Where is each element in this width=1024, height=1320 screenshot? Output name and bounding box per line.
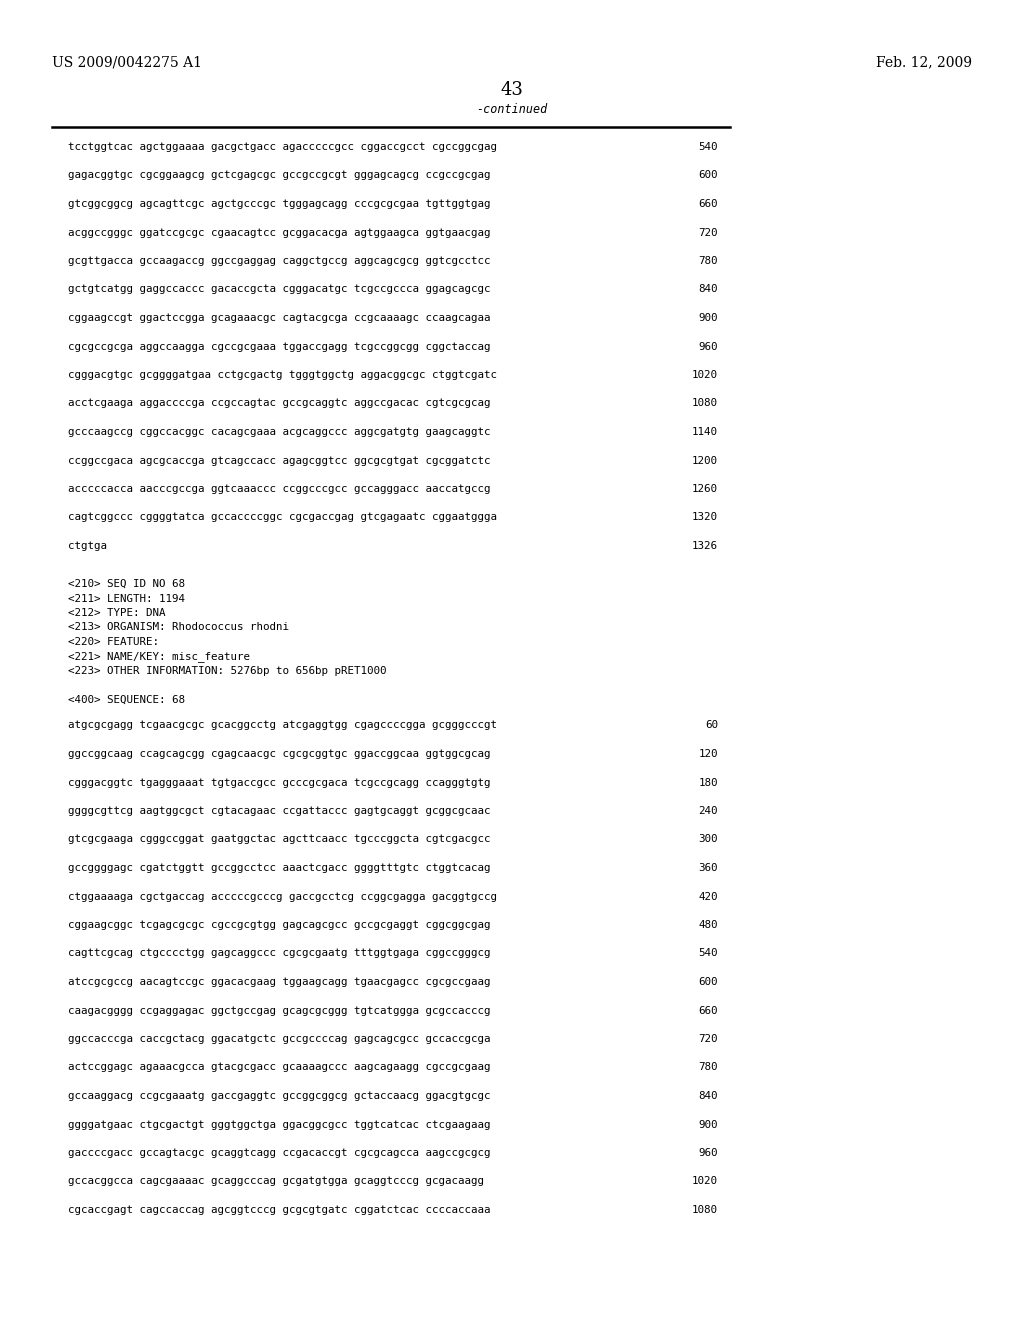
Text: 720: 720: [698, 227, 718, 238]
Text: 1320: 1320: [692, 512, 718, 523]
Text: 660: 660: [698, 199, 718, 209]
Text: -continued: -continued: [476, 103, 548, 116]
Text: 480: 480: [698, 920, 718, 931]
Text: cggaagccgt ggactccgga gcagaaacgc cagtacgcga ccgcaaaagc ccaagcagaa: cggaagccgt ggactccgga gcagaaacgc cagtacg…: [68, 313, 490, 323]
Text: <223> OTHER INFORMATION: 5276bp to 656bp pRET1000: <223> OTHER INFORMATION: 5276bp to 656bp…: [68, 667, 386, 676]
Text: 840: 840: [698, 285, 718, 294]
Text: 120: 120: [698, 748, 718, 759]
Text: gccaaggacg ccgcgaaatg gaccgaggtc gccggcggcg gctaccaacg ggacgtgcgc: gccaaggacg ccgcgaaatg gaccgaggtc gccggcg…: [68, 1092, 490, 1101]
Text: <211> LENGTH: 1194: <211> LENGTH: 1194: [68, 594, 185, 603]
Text: acggccgggc ggatccgcgc cgaacagtcc gcggacacga agtggaagca ggtgaacgag: acggccgggc ggatccgcgc cgaacagtcc gcggaca…: [68, 227, 490, 238]
Text: actccggagc agaaacgcca gtacgcgacc gcaaaagccc aagcagaagg cgccgcgaag: actccggagc agaaacgcca gtacgcgacc gcaaaag…: [68, 1063, 490, 1072]
Text: ggccggcaag ccagcagcgg cgagcaacgc cgcgcggtgc ggaccggcaa ggtggcgcag: ggccggcaag ccagcagcgg cgagcaacgc cgcgcgg…: [68, 748, 490, 759]
Text: ccggccgaca agcgcaccga gtcagccacc agagcggtcc ggcgcgtgat cgcggatctc: ccggccgaca agcgcaccga gtcagccacc agagcgg…: [68, 455, 490, 466]
Text: 720: 720: [698, 1034, 718, 1044]
Text: ggggatgaac ctgcgactgt gggtggctga ggacggcgcc tggtcatcac ctcgaagaag: ggggatgaac ctgcgactgt gggtggctga ggacggc…: [68, 1119, 490, 1130]
Text: tcctggtcac agctggaaaa gacgctgacc agacccccgcc cggaccgcct cgccggcgag: tcctggtcac agctggaaaa gacgctgacc agacccc…: [68, 143, 497, 152]
Text: ggggcgttcg aagtggcgct cgtacagaac ccgattaccc gagtgcaggt gcggcgcaac: ggggcgttcg aagtggcgct cgtacagaac ccgatta…: [68, 807, 490, 816]
Text: 1080: 1080: [692, 1205, 718, 1214]
Text: <212> TYPE: DNA: <212> TYPE: DNA: [68, 609, 166, 618]
Text: 600: 600: [698, 170, 718, 181]
Text: <213> ORGANISM: Rhodococcus rhodni: <213> ORGANISM: Rhodococcus rhodni: [68, 623, 289, 632]
Text: cgcaccgagt cagccaccag agcggtcccg gcgcgtgatc cggatctcac ccccaccaaa: cgcaccgagt cagccaccag agcggtcccg gcgcgtg…: [68, 1205, 490, 1214]
Text: cagtcggccc cggggtatca gccaccccggc cgcgaccgag gtcgagaatc cggaatggga: cagtcggccc cggggtatca gccaccccggc cgcgac…: [68, 512, 497, 523]
Text: cggaagcggc tcgagcgcgc cgccgcgtgg gagcagcgcc gccgcgaggt cggcggcgag: cggaagcggc tcgagcgcgc cgccgcgtgg gagcagc…: [68, 920, 490, 931]
Text: gcccaagccg cggccacggc cacagcgaaa acgcaggccc aggcgatgtg gaagcaggtc: gcccaagccg cggccacggc cacagcgaaa acgcagg…: [68, 426, 490, 437]
Text: <221> NAME/KEY: misc_feature: <221> NAME/KEY: misc_feature: [68, 652, 250, 663]
Text: 43: 43: [501, 81, 523, 99]
Text: 240: 240: [698, 807, 718, 816]
Text: 540: 540: [698, 143, 718, 152]
Text: cgcgccgcga aggccaagga cgccgcgaaa tggaccgagg tcgccggcgg cggctaccag: cgcgccgcga aggccaagga cgccgcgaaa tggaccg…: [68, 342, 490, 351]
Text: 300: 300: [698, 834, 718, 845]
Text: 540: 540: [698, 949, 718, 958]
Text: 1326: 1326: [692, 541, 718, 550]
Text: <220> FEATURE:: <220> FEATURE:: [68, 638, 159, 647]
Text: ggccacccga caccgctacg ggacatgctc gccgccccag gagcagcgcc gccaccgcga: ggccacccga caccgctacg ggacatgctc gccgccc…: [68, 1034, 490, 1044]
Text: gccggggagc cgatctggtt gccggcctcc aaactcgacc ggggtttgtc ctggtcacag: gccggggagc cgatctggtt gccggcctcc aaactcg…: [68, 863, 490, 873]
Text: 600: 600: [698, 977, 718, 987]
Text: cgggacggtc tgagggaaat tgtgaccgcc gcccgcgaca tcgccgcagg ccagggtgtg: cgggacggtc tgagggaaat tgtgaccgcc gcccgcg…: [68, 777, 490, 788]
Text: 60: 60: [705, 721, 718, 730]
Text: ctggaaaaga cgctgaccag acccccgcccg gaccgcctcg ccggcgagga gacggtgccg: ctggaaaaga cgctgaccag acccccgcccg gaccgc…: [68, 891, 497, 902]
Text: gtcggcggcg agcagttcgc agctgcccgc tgggagcagg cccgcgcgaa tgttggtgag: gtcggcggcg agcagttcgc agctgcccgc tgggagc…: [68, 199, 490, 209]
Text: US 2009/0042275 A1: US 2009/0042275 A1: [52, 55, 202, 69]
Text: gccacggcca cagcgaaaac gcaggcccag gcgatgtgga gcaggtcccg gcgacaagg: gccacggcca cagcgaaaac gcaggcccag gcgatgt…: [68, 1176, 484, 1187]
Text: 1140: 1140: [692, 426, 718, 437]
Text: caagacgggg ccgaggagac ggctgccgag gcagcgcggg tgtcatggga gcgccacccg: caagacgggg ccgaggagac ggctgccgag gcagcgc…: [68, 1006, 490, 1015]
Text: atccgcgccg aacagtccgc ggacacgaag tggaagcagg tgaacgagcc cgcgccgaag: atccgcgccg aacagtccgc ggacacgaag tggaagc…: [68, 977, 490, 987]
Text: atgcgcgagg tcgaacgcgc gcacggcctg atcgaggtgg cgagccccgga gcgggcccgt: atgcgcgagg tcgaacgcgc gcacggcctg atcgagg…: [68, 721, 497, 730]
Text: 960: 960: [698, 342, 718, 351]
Text: 1260: 1260: [692, 484, 718, 494]
Text: 960: 960: [698, 1148, 718, 1158]
Text: cagttcgcag ctgcccctgg gagcaggccc cgcgcgaatg tttggtgaga cggccgggcg: cagttcgcag ctgcccctgg gagcaggccc cgcgcga…: [68, 949, 490, 958]
Text: gcgttgacca gccaagaccg ggccgaggag caggctgccg aggcagcgcg ggtcgcctcc: gcgttgacca gccaagaccg ggccgaggag caggctg…: [68, 256, 490, 267]
Text: 1080: 1080: [692, 399, 718, 408]
Text: 840: 840: [698, 1092, 718, 1101]
Text: 360: 360: [698, 863, 718, 873]
Text: gctgtcatgg gaggccaccc gacaccgcta cgggacatgc tcgccgccca ggagcagcgc: gctgtcatgg gaggccaccc gacaccgcta cgggaca…: [68, 285, 490, 294]
Text: 1020: 1020: [692, 1176, 718, 1187]
Text: cgggacgtgc gcggggatgaa cctgcgactg tgggtggctg aggacggcgc ctggtcgatc: cgggacgtgc gcggggatgaa cctgcgactg tgggtg…: [68, 370, 497, 380]
Text: 1020: 1020: [692, 370, 718, 380]
Text: <210> SEQ ID NO 68: <210> SEQ ID NO 68: [68, 579, 185, 589]
Text: Feb. 12, 2009: Feb. 12, 2009: [876, 55, 972, 69]
Text: 420: 420: [698, 891, 718, 902]
Text: 1200: 1200: [692, 455, 718, 466]
Text: gagacggtgc cgcggaagcg gctcgagcgc gccgccgcgt gggagcagcg ccgccgcgag: gagacggtgc cgcggaagcg gctcgagcgc gccgccg…: [68, 170, 490, 181]
Text: 180: 180: [698, 777, 718, 788]
Text: ctgtga: ctgtga: [68, 541, 106, 550]
Text: gtcgcgaaga cgggccggat gaatggctac agcttcaacc tgcccggcta cgtcgacgcc: gtcgcgaaga cgggccggat gaatggctac agcttca…: [68, 834, 490, 845]
Text: acctcgaaga aggaccccga ccgccagtac gccgcaggtc aggccgacac cgtcgcgcag: acctcgaaga aggaccccga ccgccagtac gccgcag…: [68, 399, 490, 408]
Text: 660: 660: [698, 1006, 718, 1015]
Text: 900: 900: [698, 1119, 718, 1130]
Text: gaccccgacc gccagtacgc gcaggtcagg ccgacaccgt cgcgcagcca aagccgcgcg: gaccccgacc gccagtacgc gcaggtcagg ccgacac…: [68, 1148, 490, 1158]
Text: 780: 780: [698, 1063, 718, 1072]
Text: acccccacca aacccgccga ggtcaaaccc ccggcccgcc gccagggacc aaccatgccg: acccccacca aacccgccga ggtcaaaccc ccggccc…: [68, 484, 490, 494]
Text: 780: 780: [698, 256, 718, 267]
Text: 900: 900: [698, 313, 718, 323]
Text: <400> SEQUENCE: 68: <400> SEQUENCE: 68: [68, 694, 185, 705]
